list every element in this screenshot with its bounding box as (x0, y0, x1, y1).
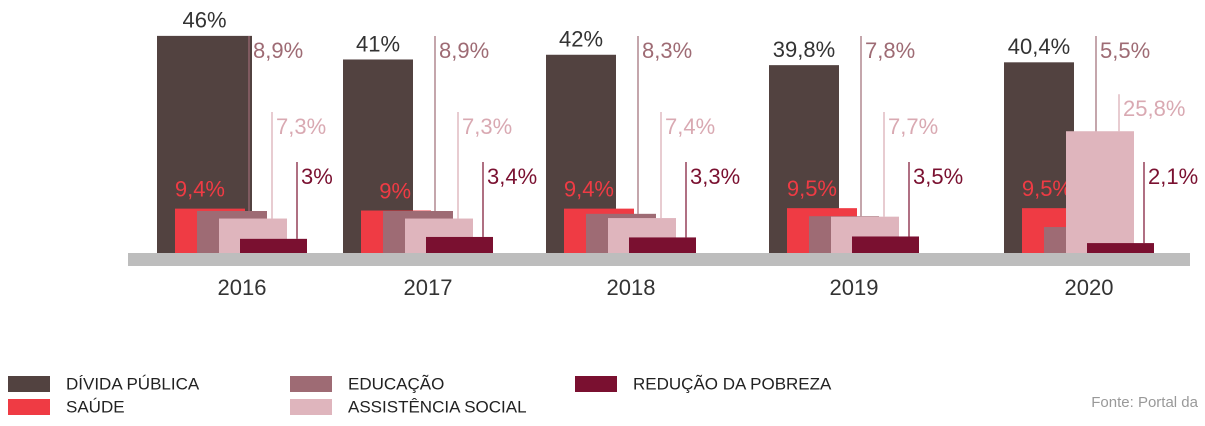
value-label: 39,8% (773, 37, 835, 62)
value-label: 9,4% (175, 176, 225, 201)
legend-label: REDUÇÃO DA POBREZA (633, 374, 832, 393)
value-label: 25,8% (1123, 96, 1185, 121)
baseline (128, 253, 1190, 266)
bar (426, 236, 493, 253)
value-label: 8,9% (253, 38, 303, 63)
value-label: 7,3% (462, 114, 512, 139)
bar (1087, 243, 1154, 253)
legend-swatch (290, 376, 332, 392)
legend-label: ASSISTÊNCIA SOCIAL (348, 397, 527, 416)
legend-label: EDUCAÇÃO (348, 374, 444, 393)
value-label: 7,8% (865, 38, 915, 63)
value-label: 41% (356, 31, 400, 56)
value-label: 3,3% (690, 164, 740, 189)
x-tick-label: 2019 (830, 275, 879, 300)
value-label: 8,9% (439, 38, 489, 63)
legend-label: DÍVIDA PÚBLICA (66, 374, 200, 393)
value-label: 42% (559, 27, 603, 52)
value-label: 46% (182, 8, 226, 33)
value-label: 9,5% (787, 176, 837, 201)
bar (240, 238, 307, 253)
value-label: 7,4% (665, 114, 715, 139)
value-label: 9% (379, 178, 411, 203)
legend-swatch (575, 376, 617, 392)
value-label: 9,5% (1022, 176, 1072, 201)
value-label: 3,4% (487, 164, 537, 189)
x-tick-label: 2017 (404, 275, 453, 300)
legend-label: SAÚDE (66, 397, 125, 416)
legend-swatch (8, 376, 50, 392)
x-tick-label: 2016 (218, 275, 267, 300)
bar (629, 237, 696, 253)
bar (852, 236, 919, 253)
bar (1066, 131, 1134, 253)
value-label: 7,3% (276, 114, 326, 139)
value-label: 3,5% (913, 164, 963, 189)
value-label: 40,4% (1008, 34, 1070, 59)
source: Fonte: Portal da (1091, 394, 1198, 411)
x-tick-label: 2018 (607, 275, 656, 300)
value-label: 7,7% (888, 114, 938, 139)
value-label: 8,3% (642, 38, 692, 63)
x-tick-label: 2020 (1065, 275, 1114, 300)
value-label: 5,5% (1100, 38, 1150, 63)
legend-swatch (8, 399, 50, 415)
value-label: 2,1% (1148, 164, 1198, 189)
value-label: 9,4% (564, 176, 614, 201)
value-label: 3% (301, 164, 333, 189)
legend-swatch (290, 399, 332, 415)
